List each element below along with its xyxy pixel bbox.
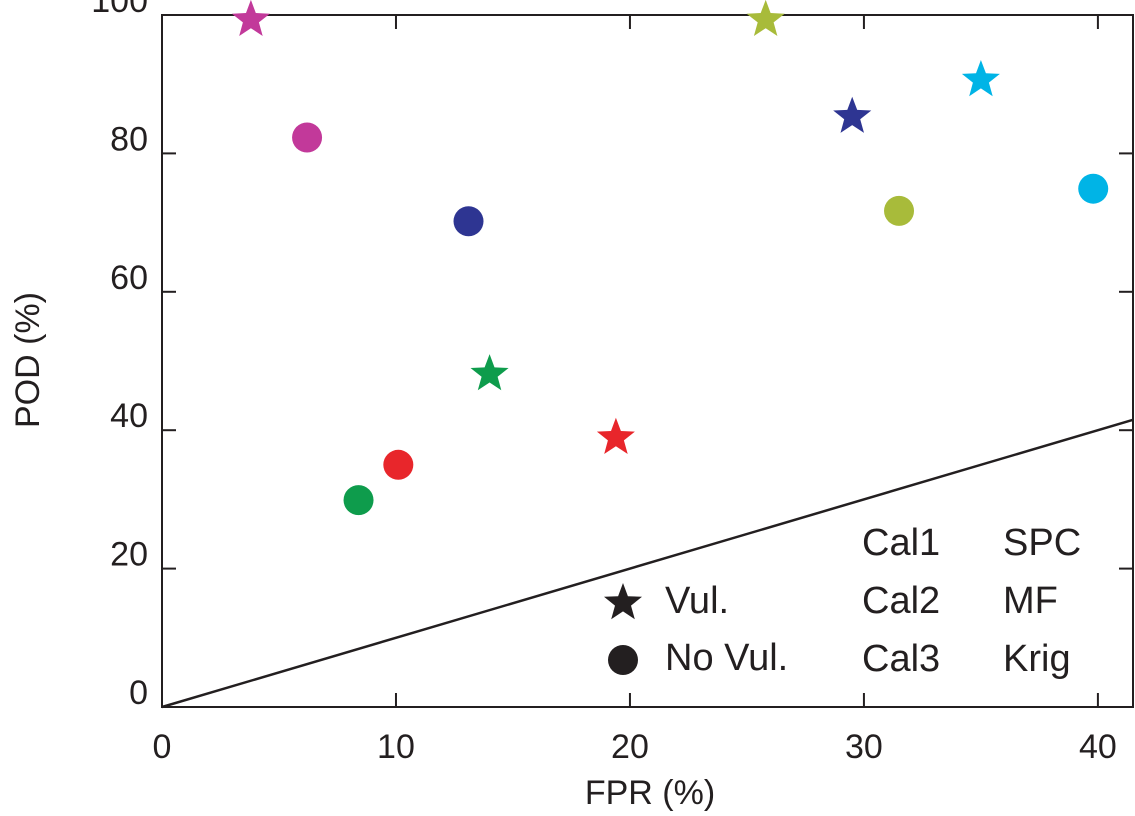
point (470, 354, 509, 391)
y-tick-label: 0 (129, 674, 148, 712)
x-tick-label: 10 (377, 728, 415, 766)
y-tick-label: 100 (91, 0, 148, 20)
x-axis-label: FPR (%) (585, 774, 715, 812)
legend-label: Vul. (665, 580, 729, 622)
legend-entry: Krig (1003, 638, 1071, 680)
y-tick-label: 60 (110, 259, 148, 297)
x-tick-label: 0 (153, 728, 172, 766)
legend-entry: SPC (1003, 522, 1081, 564)
x-tick-label: 40 (1079, 728, 1117, 766)
plot-frame (161, 14, 1134, 708)
legend-label: No Vul. (665, 637, 788, 679)
legend-marker (608, 645, 638, 675)
x-tick-label: 30 (845, 728, 883, 766)
legend-entry: Cal3 (862, 638, 940, 680)
point (884, 195, 915, 226)
point (453, 206, 484, 237)
y-tick-label: 40 (110, 397, 148, 435)
point (383, 449, 414, 480)
point (231, 0, 270, 36)
legend-marker (604, 583, 642, 620)
y-axis-label: POD (%) (9, 292, 47, 428)
x-tick-label: 20 (611, 728, 649, 766)
legend-entry: MF (1003, 580, 1058, 622)
y-tick-label: 20 (110, 536, 148, 574)
legend-entry: Cal2 (862, 580, 940, 622)
point (833, 96, 872, 133)
legend-entry: Cal1 (862, 522, 940, 564)
point (1078, 173, 1109, 204)
point (292, 122, 323, 153)
point (961, 60, 1000, 97)
point (596, 417, 635, 454)
reference-line (161, 418, 1134, 709)
point (746, 0, 785, 36)
point (343, 485, 374, 516)
y-tick-label: 80 (110, 120, 148, 158)
